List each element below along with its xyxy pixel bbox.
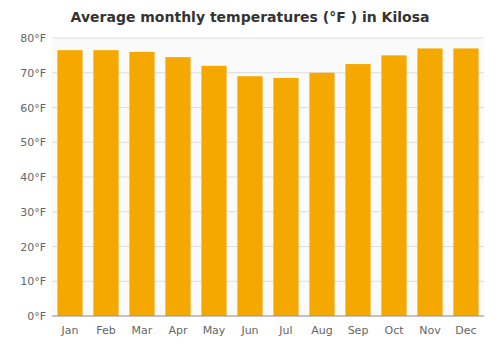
bar — [381, 55, 406, 316]
y-tick-label: 80°F — [20, 32, 46, 45]
chart: Average monthly temperatures (°F ) in Ki… — [0, 0, 500, 350]
x-tick-label: Feb — [96, 324, 115, 337]
grid-line — [52, 38, 484, 39]
x-tick-label: Apr — [168, 324, 188, 337]
y-tick-label: 0°F — [27, 310, 46, 323]
y-tick-label: 70°F — [20, 67, 46, 80]
y-tick-label: 60°F — [20, 102, 46, 115]
bar — [417, 48, 442, 316]
x-tick-label: Jun — [240, 324, 258, 337]
bar — [93, 50, 118, 316]
bar — [201, 66, 226, 316]
bar — [273, 78, 298, 316]
bar — [453, 48, 478, 316]
x-tick-label: Aug — [311, 324, 332, 337]
x-tick-label: Sep — [348, 324, 369, 337]
y-tick-label: 50°F — [20, 136, 46, 149]
bar — [57, 50, 82, 316]
plot-area — [52, 38, 484, 316]
bar — [165, 57, 190, 316]
bar — [129, 52, 154, 316]
bar — [309, 73, 334, 316]
grid-line — [52, 316, 484, 317]
x-tick-label: Nov — [419, 324, 441, 337]
y-tick-label: 40°F — [20, 171, 46, 184]
y-tick-label: 30°F — [20, 206, 46, 219]
x-tick-label: May — [203, 324, 226, 337]
y-tick-labels: 0°F 10°F 20°F 30°F 40°F 50°F 60°F 70°F 80°F — [20, 32, 46, 323]
x-axis-line — [52, 316, 484, 317]
title: Average monthly temperatures (°F ) in Ki… — [71, 9, 430, 25]
y-grid — [52, 38, 484, 316]
bars — [57, 48, 478, 316]
bar — [345, 64, 370, 316]
y-tick-label: 20°F — [20, 241, 46, 254]
x-tick-label: Mar — [132, 324, 153, 337]
x-tick-label: Jul — [278, 324, 292, 337]
bar — [237, 76, 262, 316]
y-tick-label: 10°F — [20, 275, 46, 288]
x-tick-labels: Jan Feb Mar Apr May Jun Jul Aug Sep Oct Nov Dec — [61, 324, 477, 337]
chart-container: Average monthly temperatures (°F ) in Ki… — [0, 0, 500, 350]
x-tick-label: Dec — [455, 324, 476, 337]
x-tick-label: Oct — [384, 324, 404, 337]
x-tick-label: Jan — [61, 324, 79, 337]
